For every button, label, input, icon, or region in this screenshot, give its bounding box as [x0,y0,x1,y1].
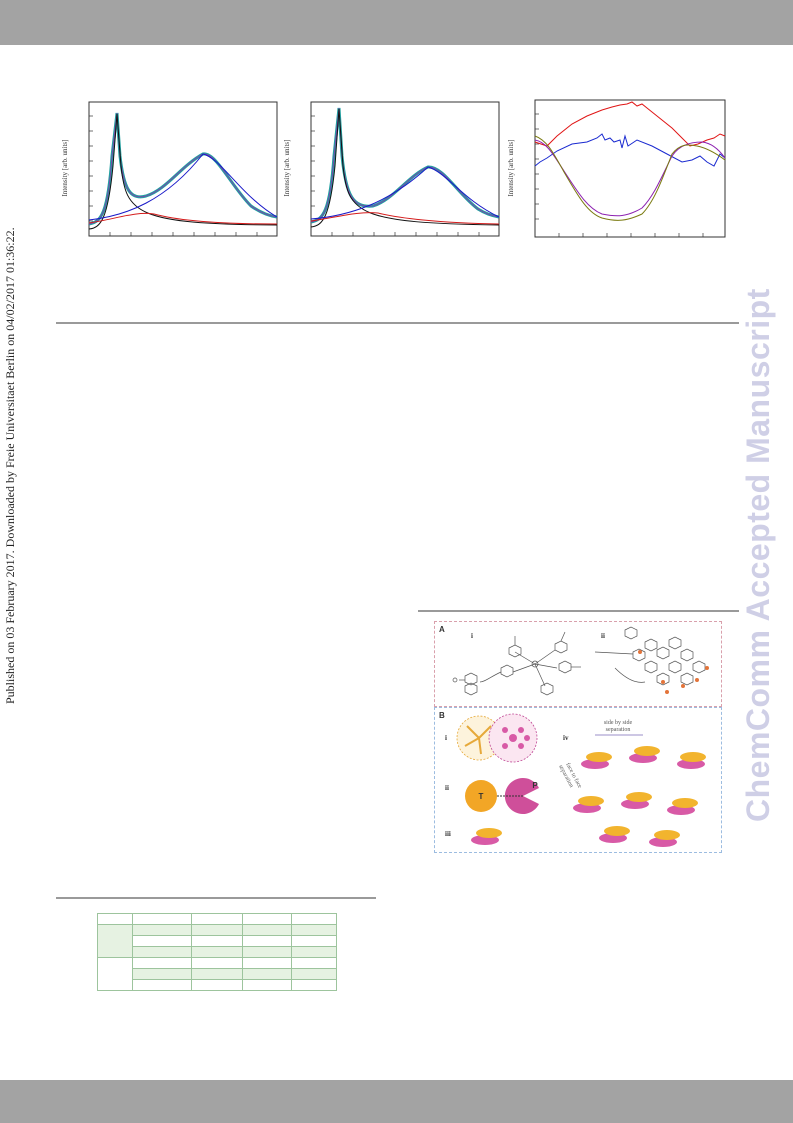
panel-b-iv-label: iv [563,734,569,742]
y-axis-label: Intensity [arb. units] [283,140,291,197]
y-ticks [535,113,539,220]
red-trace [534,101,726,147]
x-ticks [331,232,480,236]
publication-note: Published on 03 February 2017. Downloade… [3,227,17,704]
side-by-side-separation-text: separation [606,727,631,733]
panel-b-i-label: i [445,734,447,742]
molecular-scheme-figure: A i ii [434,621,722,853]
structure-drawings [452,626,709,696]
table-row [98,946,337,958]
t-unit [465,780,497,812]
plot-frame [310,101,500,237]
y-ticks [311,115,315,222]
stacked-pair-top [476,828,502,838]
fit-curve [310,107,500,223]
table-row [98,935,337,947]
side-by-side-text: side by side [604,720,633,726]
spectrum-svg-2: Intensity [arb. units] [283,101,500,237]
data-table [97,913,337,991]
assembly-drawings: T P side by side separation face to face… [456,713,706,847]
olive-trace [534,135,726,221]
y-axis-label: Intensity [arb. units] [61,140,69,197]
table-row [97,924,337,958]
plot-frame [88,101,278,237]
purple-trace [534,139,726,217]
broad-peak-component [310,166,500,220]
broad-peak-component [88,153,278,221]
panel-a-label: A [439,625,445,634]
fit-curve [88,112,278,225]
table-row [97,957,337,991]
molecule-t-arms [464,725,492,755]
assembled-pairs [573,746,706,847]
structure-ii [594,626,706,686]
panel-a-ii-label: ii [601,632,605,640]
spectrum-svg-1: Intensity [arb. units] [61,101,278,237]
molecule-p-nodes [502,727,530,749]
spectrum-chart-2: Intensity [arb. units] [278,96,503,246]
section-divider [56,322,739,324]
table-header-row [97,913,337,925]
blue-trace [534,133,726,167]
panel-b-ii-label: ii [445,784,449,792]
structure-i [452,631,581,696]
figure-divider [418,610,739,612]
data-curve [310,107,500,224]
panel-a: A i ii [434,621,722,707]
narrow-peak-component [88,113,278,230]
structure-ii-highlights [638,650,709,694]
panel-b: B i ii iii iv T P side by side separatio… [434,707,722,853]
spectrum-chart-1: Intensity [arb. units] [56,96,281,246]
t-label: T [479,792,484,801]
intensity-profile-chart: Intensity [arb. units] [502,96,730,246]
panel-b-label: B [439,711,445,720]
y-ticks [89,115,93,222]
intensity-profile-svg: Intensity [arb. units] [507,99,726,238]
manuscript-watermark: ChemComm Accepted Manuscript [740,288,776,822]
x-ticks [109,232,258,236]
background-component [310,212,500,225]
p-label: P [532,781,538,790]
footer-bar [0,1080,793,1123]
header-bar [0,0,793,45]
x-ticks [558,233,704,237]
table-divider [56,897,376,899]
panel-b-iii-label: iii [445,830,451,838]
table-row [98,979,337,991]
panel-a-i-label: i [471,632,473,640]
background-component [88,212,278,225]
plot-frame [534,99,726,238]
y-axis-label: Intensity [arb. units] [507,140,515,197]
table-row [98,968,337,980]
